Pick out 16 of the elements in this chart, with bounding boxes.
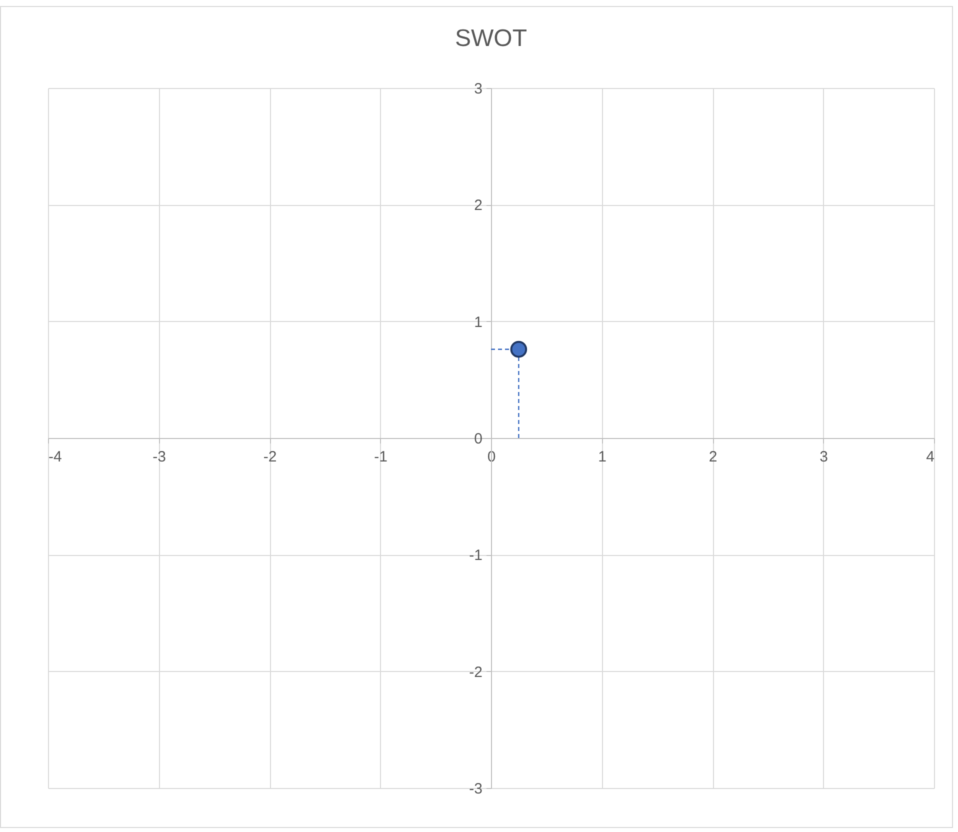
x-tick-label: -1 [374,448,388,466]
x-tick-label: 2 [708,448,718,466]
x-tick-label: -4 [48,448,62,466]
y-tick-label: 0 [474,430,482,448]
y-tick-label: -2 [469,664,482,681]
x-tick-label: 4 [926,448,934,466]
y-tick-label: -1 [469,547,482,564]
y-tick-label: 2 [474,197,482,214]
x-tick-label: -3 [152,448,166,466]
y-tick-label: 1 [474,314,482,331]
chart-title: SWOT [455,25,528,52]
y-tick-label: -3 [469,780,482,798]
x-tick-label: 3 [820,448,828,466]
y-tick-label: 3 [474,80,482,98]
x-tick-label: 1 [598,448,606,466]
x-tick-label: -2 [263,448,277,466]
